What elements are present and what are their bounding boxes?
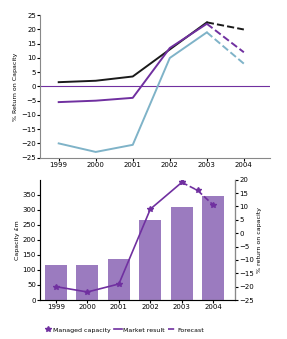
Bar	[171, 207, 193, 300]
Y-axis label: Capacity £m: Capacity £m	[15, 220, 20, 260]
Legend: Managed capacity, Market result, Forecast: Managed capacity, Market result, Forecas…	[41, 325, 207, 335]
Legend: Managed, Portfolio, Market, Forecast, Forecast, Forecast: Managed, Portfolio, Market, Forecast, Fo…	[41, 186, 163, 200]
Y-axis label: % return on capacity: % return on capacity	[257, 207, 262, 273]
Bar	[202, 196, 224, 300]
Bar	[45, 265, 67, 300]
Y-axis label: % Return on Capacity: % Return on Capacity	[13, 52, 18, 121]
Bar	[139, 220, 161, 300]
Bar	[76, 265, 98, 300]
Bar	[108, 259, 130, 300]
